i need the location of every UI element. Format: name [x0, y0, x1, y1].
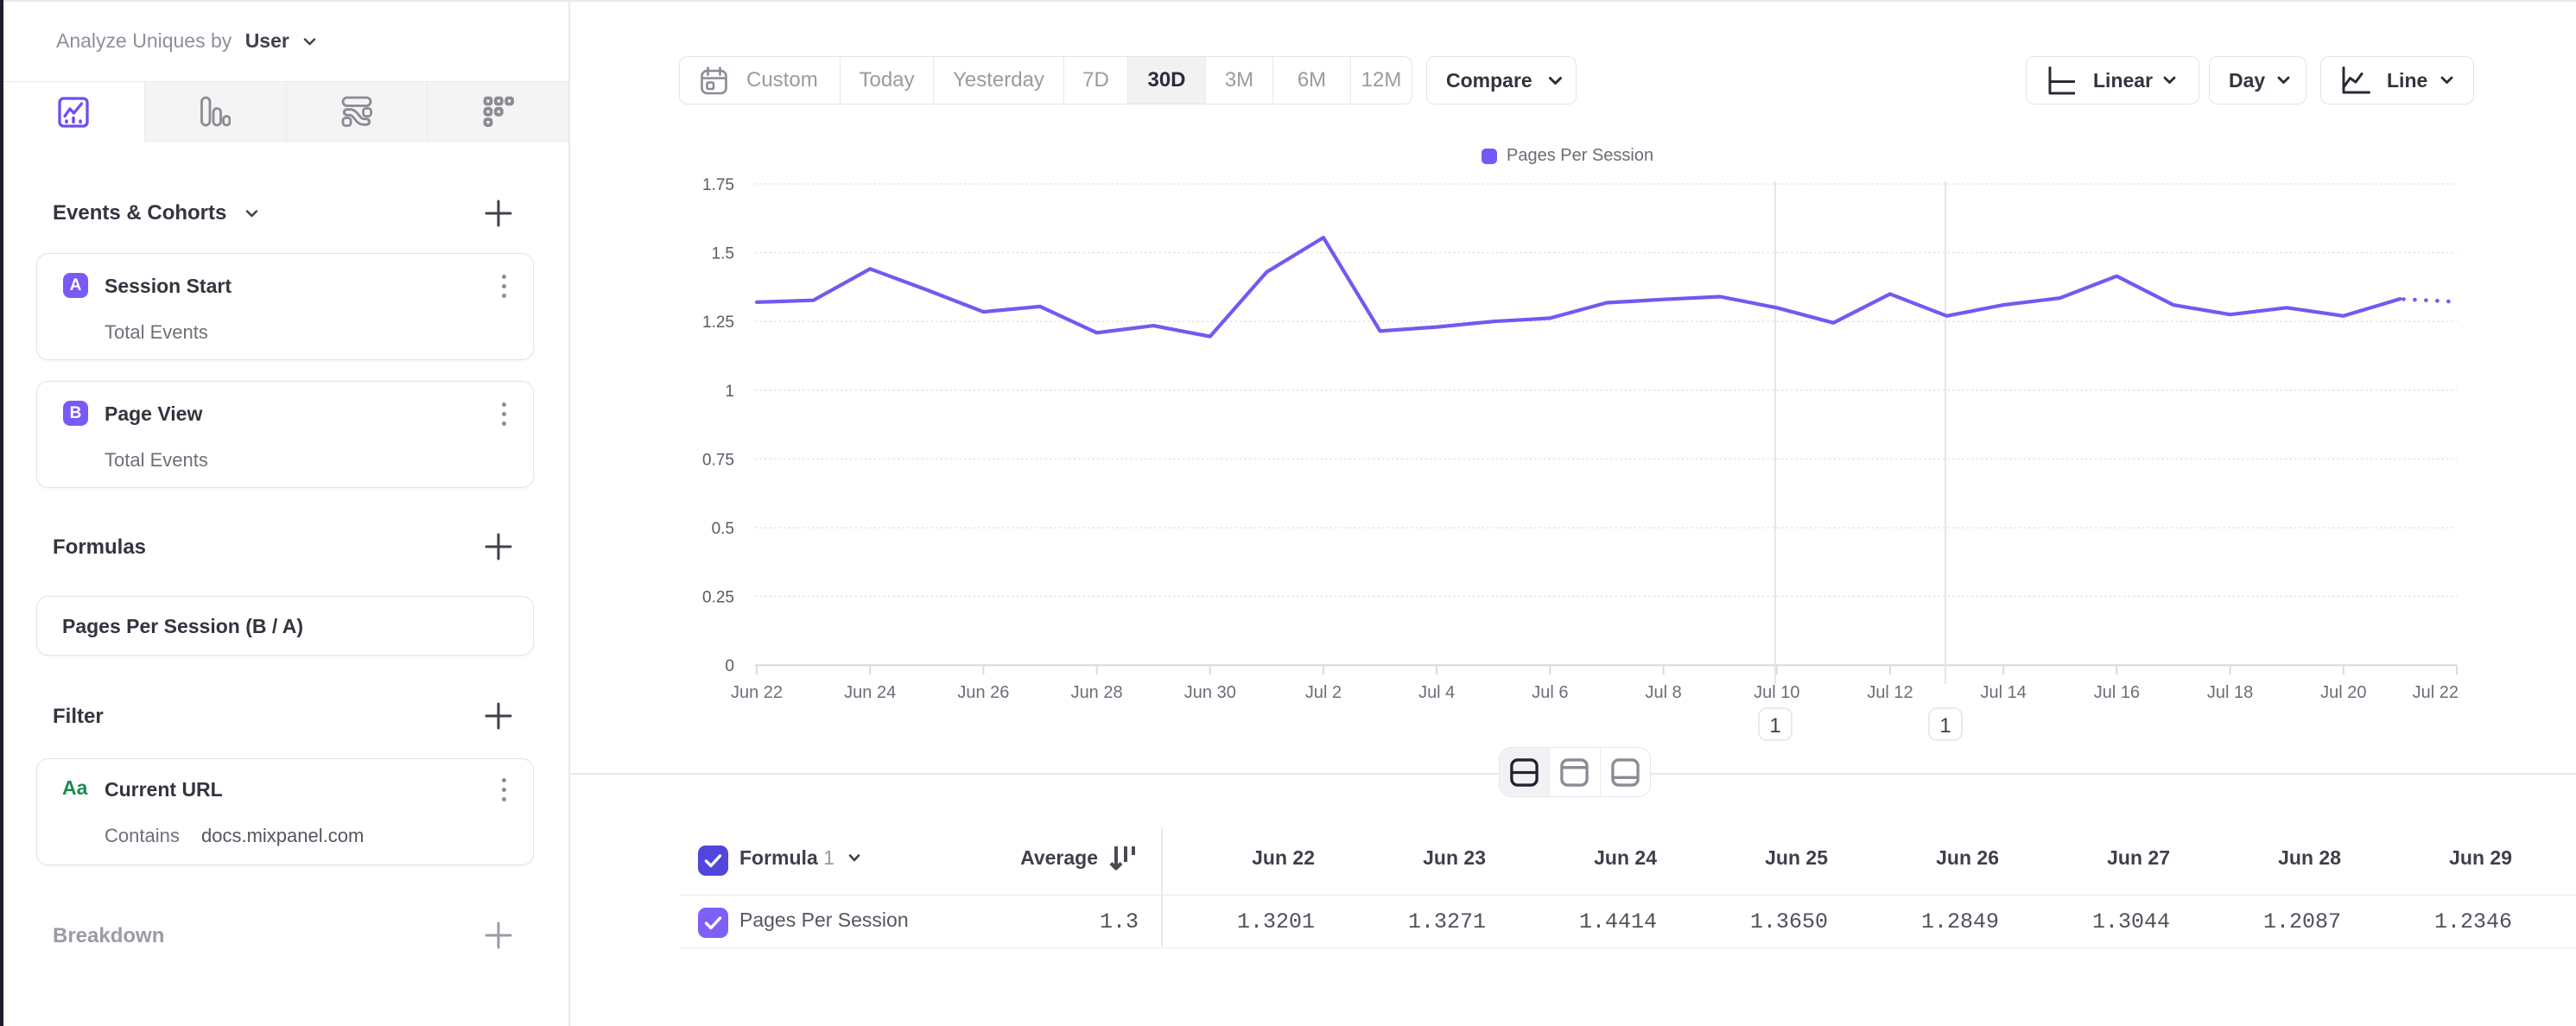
svg-text:0.25: 0.25 — [702, 589, 734, 607]
svg-text:1: 1 — [1769, 714, 1780, 738]
svg-text:Jun 26: Jun 26 — [957, 683, 1009, 702]
svg-text:0: 0 — [725, 657, 734, 675]
svg-text:0.5: 0.5 — [712, 520, 734, 538]
svg-text:Jul 16: Jul 16 — [2094, 683, 2140, 702]
svg-text:Jul 2: Jul 2 — [1305, 683, 1342, 702]
svg-text:Jun 28: Jun 28 — [1071, 683, 1123, 702]
svg-text:0.75: 0.75 — [702, 451, 734, 469]
svg-text:Jul 20: Jul 20 — [2320, 683, 2366, 702]
svg-text:Jun 30: Jun 30 — [1184, 683, 1236, 702]
svg-text:Jul 8: Jul 8 — [1645, 683, 1681, 702]
svg-text:Jul 18: Jul 18 — [2207, 683, 2253, 702]
svg-text:1: 1 — [1939, 714, 1951, 738]
svg-text:Jul 4: Jul 4 — [1418, 683, 1455, 702]
svg-text:Jul 22: Jul 22 — [2413, 683, 2459, 702]
svg-text:Jun 24: Jun 24 — [844, 683, 896, 702]
svg-text:Jul 12: Jul 12 — [1867, 683, 1913, 702]
svg-text:1.25: 1.25 — [702, 314, 734, 332]
svg-text:Jul 6: Jul 6 — [1532, 683, 1568, 702]
svg-text:Jun 22: Jun 22 — [731, 683, 783, 702]
svg-text:1.75: 1.75 — [702, 176, 734, 194]
svg-text:Jul 14: Jul 14 — [1981, 683, 2027, 702]
svg-text:Jul 10: Jul 10 — [1754, 683, 1799, 702]
svg-text:1.5: 1.5 — [712, 245, 734, 263]
svg-text:1: 1 — [725, 383, 734, 401]
